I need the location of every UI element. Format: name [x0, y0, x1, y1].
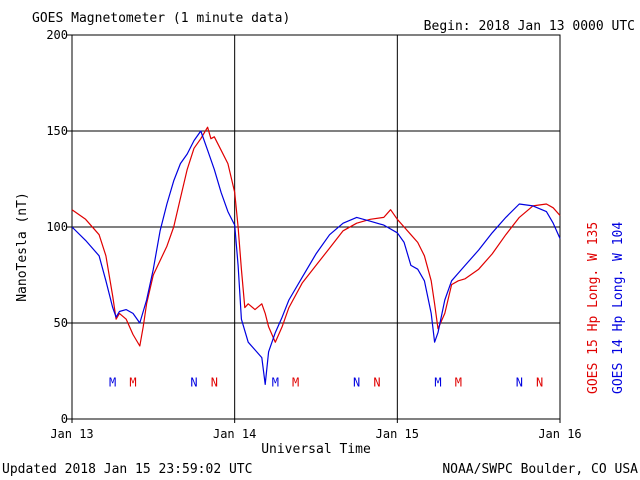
- x-axis: Jan 13 Jan 14 Jan 15 Jan 16: [50, 419, 582, 441]
- footer-updated: Updated 2018 Jan 15 23:59:02 UTC: [2, 462, 252, 477]
- mn-marker: N: [536, 375, 543, 389]
- x-tick-label: Jan 14: [213, 427, 256, 441]
- footer-source: NOAA/SWPC Boulder, CO USA: [442, 462, 638, 477]
- mn-marker: N: [211, 375, 218, 389]
- y-tick-label: 200: [46, 28, 68, 42]
- x-tick-label: Jan 13: [50, 427, 93, 441]
- mn-marker: N: [353, 375, 360, 389]
- y-axis: 0 50 100 150 200: [46, 28, 72, 426]
- series-line-2: [71, 130, 561, 385]
- mn-marker: M: [434, 375, 441, 389]
- y-tick-label: 150: [46, 124, 68, 138]
- y-axis-label: NanoTesla (nT): [15, 192, 30, 302]
- series-layer: [71, 126, 561, 385]
- x-tick-label: Jan 16: [538, 427, 581, 441]
- mn-marker: M: [292, 375, 299, 389]
- mn-marker: M: [109, 375, 116, 389]
- y-tick-label: 0: [61, 412, 68, 426]
- grid-lines: [72, 35, 560, 419]
- mn-marker: M: [272, 375, 279, 389]
- series-line-1: [71, 126, 561, 347]
- mn-marker: N: [373, 375, 380, 389]
- x-tick-label: Jan 15: [376, 427, 419, 441]
- y-tick-label: 50: [54, 316, 68, 330]
- legend-entry-2: GOES 14 Hp Long. W 104: [611, 222, 626, 394]
- mn-marker: M: [129, 375, 136, 389]
- mn-marker: N: [190, 375, 197, 389]
- x-axis-label: Universal Time: [261, 442, 371, 457]
- mn-marker: M: [455, 375, 462, 389]
- mn-marker: N: [516, 375, 523, 389]
- legend: GOES 15 Hp Long. W 135 GOES 14 Hp Long. W…: [586, 222, 626, 394]
- legend-entry-1: GOES 15 Hp Long. W 135: [586, 222, 601, 394]
- begin-label: Begin: 2018 Jan 13 0000 UTC: [424, 19, 635, 34]
- y-tick-label: 100: [46, 220, 68, 234]
- chart-title: GOES Magnetometer (1 minute data): [32, 11, 290, 26]
